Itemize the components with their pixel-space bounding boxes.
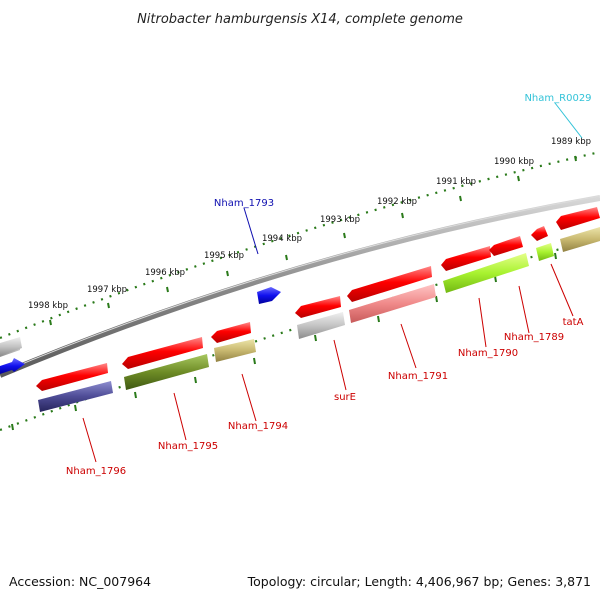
tick-mark <box>166 286 169 293</box>
feature-box-nham-1790[interactable] <box>443 253 529 293</box>
leader-line <box>333 339 347 391</box>
tick-mark <box>459 195 462 202</box>
gene-arrow-nham-1794[interactable] <box>211 322 251 343</box>
tick-mark <box>401 212 404 219</box>
genome-summary-text: Topology: circular; Length: 4,406,967 bp… <box>247 574 591 589</box>
gene-arrow-blue-left[interactable] <box>0 358 25 374</box>
tick-mark <box>134 391 137 399</box>
gene-label-nham-1790[interactable]: Nham_1790 <box>458 348 518 359</box>
tick-mark <box>517 175 520 182</box>
tick-label-1990: 1990 kbp <box>494 157 534 167</box>
outer-major-ticks <box>49 155 577 326</box>
gene-arrow-nham-1789[interactable] <box>489 236 523 256</box>
outer-tick-track <box>0 150 600 340</box>
gene-arrow-nham-1796[interactable] <box>36 363 108 391</box>
tick-mark <box>377 315 380 323</box>
tick-mark <box>194 376 197 384</box>
gene-label-nham-1795[interactable]: Nham_1795 <box>158 441 218 452</box>
tick-mark <box>107 302 110 309</box>
tick-label-1995: 1995 kbp <box>204 251 244 261</box>
tick-mark <box>49 319 52 326</box>
tick-mark <box>253 357 256 365</box>
tick-mark <box>554 252 557 260</box>
tick-mark <box>11 423 14 431</box>
leader-line <box>243 207 259 255</box>
gene-label-nham-1791[interactable]: Nham_1791 <box>388 371 448 382</box>
gene-arrow-nham-1793[interactable] <box>257 287 281 304</box>
leader-line <box>173 392 187 441</box>
tick-mark <box>343 232 346 239</box>
tick-label-1996: 1996 kbp <box>145 268 185 278</box>
gene-label-nham-1796[interactable]: Nham_1796 <box>66 466 126 477</box>
gene-arrow-nham-1790[interactable] <box>441 246 491 271</box>
leader-line <box>82 417 97 463</box>
gene-label-nham-1793[interactable]: Nham_1793 <box>214 198 274 209</box>
feature-box-nham-1794[interactable] <box>214 339 256 362</box>
genome-backbone <box>0 195 600 378</box>
gene-arrow-right-edge[interactable] <box>556 207 600 230</box>
feature-box-nham-1789[interactable] <box>536 243 554 261</box>
feature-box-right-edge[interactable] <box>560 227 600 252</box>
tick-mark <box>285 254 288 261</box>
gene-arrow-nham-1795[interactable] <box>122 337 203 369</box>
gene-arrow-surE[interactable] <box>295 296 341 318</box>
tick-mark <box>435 295 438 303</box>
tick-label-1993: 1993 kbp <box>320 215 360 225</box>
map-title: Nitrobacter hamburgensis X14, complete g… <box>137 12 463 27</box>
gene-label-nham-r0029[interactable]: Nham_R0029 <box>524 93 591 104</box>
feature-boxes <box>0 227 600 412</box>
tick-label-1994: 1994 kbp <box>262 234 302 244</box>
accession-text: Accession: NC_007964 <box>9 574 151 589</box>
feature-box-nham-1791[interactable] <box>349 284 436 323</box>
genome-backbone-highlight <box>0 195 600 374</box>
gene-arrow-nham-1791[interactable] <box>347 266 432 302</box>
leader-line <box>241 373 257 422</box>
leader-line <box>400 323 417 369</box>
feature-box-surE[interactable] <box>297 312 345 339</box>
gene-label-nham-1789[interactable]: Nham_1789 <box>504 332 564 343</box>
tick-label-1998: 1998 kbp <box>28 301 68 311</box>
tick-mark <box>226 270 229 277</box>
leader-line <box>478 297 487 348</box>
tick-label-1989: 1989 kbp <box>551 137 591 147</box>
gene-label-tatA[interactable]: tatA <box>563 317 584 328</box>
leader-line <box>554 102 583 139</box>
feature-box-nham-1795[interactable] <box>124 354 209 390</box>
feature-box-gray-left[interactable] <box>0 337 22 356</box>
inner-major-ticks <box>11 252 557 431</box>
tick-label-1991: 1991 kbp <box>436 177 476 187</box>
tick-label-1997: 1997 kbp <box>87 285 127 295</box>
gene-arrow-tatA[interactable] <box>531 226 548 241</box>
gene-label-surE[interactable]: surE <box>334 392 356 403</box>
leader-line <box>550 263 574 317</box>
tick-label-1992: 1992 kbp <box>377 197 417 207</box>
tick-mark <box>314 334 317 342</box>
tick-mark <box>574 155 577 162</box>
tick-mark <box>74 404 77 412</box>
feature-box-nham-1796[interactable] <box>38 381 113 412</box>
leader-line <box>518 285 530 334</box>
gene-label-nham-1794[interactable]: Nham_1794 <box>228 421 288 432</box>
leader-lines <box>82 102 583 463</box>
